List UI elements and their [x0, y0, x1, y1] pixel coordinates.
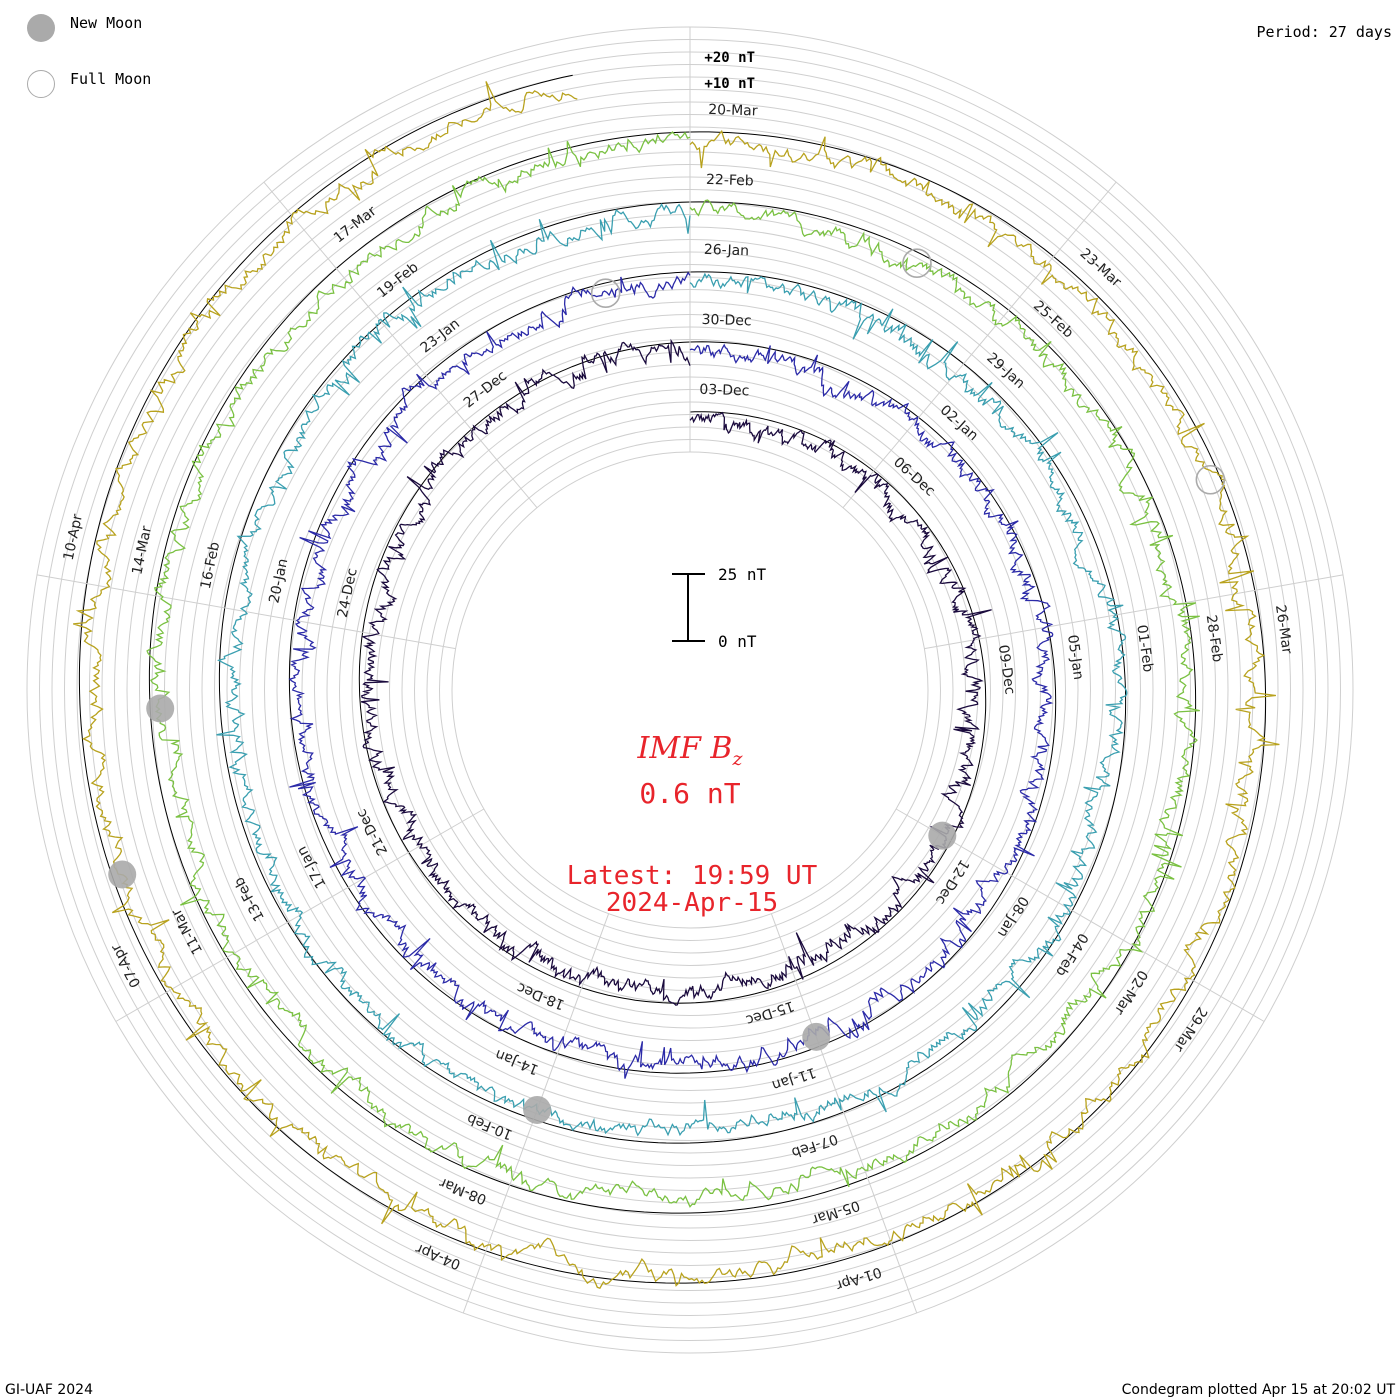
date-label: 03-Dec — [699, 382, 749, 400]
bz-trace-rotation-0 — [360, 338, 992, 1006]
zero-line — [358, 341, 987, 1004]
date-label: 05-Jan — [1064, 634, 1086, 681]
center-latest-date: 2024-Apr-15 — [606, 888, 778, 918]
full-moon-marker-icon — [27, 70, 55, 98]
bz-trace-rotation-3 — [146, 131, 1200, 1208]
date-label: 22-Feb — [706, 172, 754, 189]
new-moon-marker — [802, 1022, 831, 1051]
date-label: 09-Dec — [995, 644, 1018, 696]
date-label: 01-Feb — [1133, 624, 1156, 674]
date-label: 23-Jan — [418, 316, 463, 357]
bz-traces — [73, 81, 1280, 1289]
date-label: 07-Apr — [108, 941, 144, 990]
bz-trace-rotation-4 — [73, 81, 1280, 1289]
date-label: 10-Apr — [61, 512, 86, 561]
date-label: 26-Jan — [704, 242, 750, 259]
center-quantity: IMF Bz — [637, 731, 744, 770]
bz-trace-rotation-2 — [216, 202, 1128, 1137]
radial-tick — [263, 181, 538, 509]
radial-tick — [924, 574, 1344, 650]
new-moon-marker — [928, 821, 957, 850]
credit-label: GI-UAF 2024 — [5, 1382, 93, 1398]
zero-line — [218, 201, 1127, 1144]
new-moon-marker — [523, 1095, 552, 1124]
date-label: 05-Mar — [810, 1197, 862, 1228]
date-label: 04-Apr — [413, 1240, 463, 1272]
date-label: 08-Jan — [994, 893, 1031, 940]
date-label: 24-Dec — [335, 567, 361, 619]
full-moon-marker — [590, 278, 621, 308]
radial-tick — [895, 808, 1265, 1022]
date-label: 17-Jan — [294, 843, 329, 890]
full-moon-marker — [1195, 464, 1226, 495]
date-label: 14-Jan — [493, 1046, 541, 1078]
legend-new-moon-label: New Moon — [70, 14, 143, 32]
date-label: 07-Feb — [789, 1130, 839, 1160]
period-label: Period: 27 days — [1256, 23, 1392, 41]
center-latest-time: Latest: 19:59 UT — [567, 861, 818, 891]
zero-line — [288, 271, 1057, 1074]
plot-timestamp: Condegram plotted Apr 15 at 20:02 UT — [1121, 1382, 1395, 1398]
radial-tick — [770, 913, 918, 1314]
radial-tick — [842, 181, 1117, 509]
full-moon-marker — [902, 248, 932, 278]
center-value: 0.6 nT — [639, 777, 740, 810]
scale-bar: 25 nT 0 nT — [672, 565, 767, 651]
date-label: 06-Dec — [890, 454, 938, 499]
date-label: 12-Dec — [932, 856, 972, 907]
zero-line — [148, 131, 1197, 1214]
date-label: 21-Dec — [354, 806, 392, 858]
ring-label-10nt: +10 nT — [704, 76, 755, 92]
center-quantity-subscript: z — [731, 748, 743, 770]
date-label: 20-Mar — [708, 102, 758, 120]
new-moon-marker-icon — [27, 14, 55, 42]
new-moon-marker — [146, 694, 175, 723]
moon-markers — [108, 248, 1226, 1124]
new-moon-marker — [108, 860, 137, 889]
ring-label-20nt: +20 nT — [704, 50, 755, 66]
scale-bar-bottom-label: 0 nT — [718, 632, 757, 651]
date-label: 14-Mar — [129, 524, 155, 576]
date-label: 26-Mar — [1272, 604, 1295, 655]
date-label: 28-Feb — [1203, 614, 1226, 664]
bz-trace-rotation-1 — [288, 271, 1054, 1079]
date-label: 16-Feb — [198, 540, 223, 590]
center-quantity-name: IMF B — [637, 731, 733, 766]
date-label: 10-Feb — [465, 1110, 515, 1143]
date-label: 15-Dec — [744, 997, 796, 1028]
legend-full-moon-label: Full Moon — [70, 70, 152, 88]
grid-ring — [451, 451, 929, 929]
scale-bar-top-label: 25 nT — [718, 565, 767, 584]
date-label: 01-Apr — [834, 1263, 884, 1293]
date-label: 30-Dec — [701, 312, 751, 330]
date-label: 08-Mar — [437, 1174, 489, 1207]
